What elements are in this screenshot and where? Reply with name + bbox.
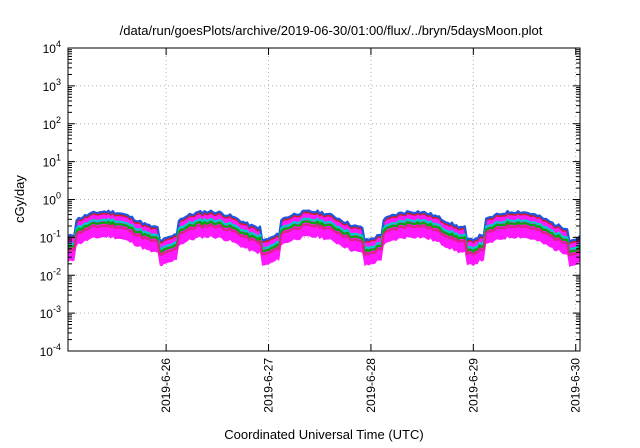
y-tick-label: 104 bbox=[43, 39, 61, 56]
series-line bbox=[67, 217, 581, 251]
x-tick-label: 2019-6-28 bbox=[364, 358, 378, 413]
y-tick-label: 103 bbox=[43, 77, 61, 94]
y-tick-label: 100 bbox=[43, 191, 61, 208]
y-tick-label: 10-3 bbox=[40, 304, 61, 321]
series-line bbox=[67, 209, 581, 243]
y-tick-label: 10-2 bbox=[40, 266, 61, 283]
y-tick-label: 102 bbox=[43, 115, 61, 132]
y-tick-label: 101 bbox=[43, 153, 61, 170]
x-tick-label: 2019-6-27 bbox=[262, 358, 276, 413]
x-axis-ticks: 2019-6-26 2019-6-27 2019-6-28 2019-6-29 2019… bbox=[159, 48, 583, 413]
chart-title: /data/run/goesPlots/archive/2019-06-30/0… bbox=[120, 23, 543, 38]
envelope-band bbox=[68, 211, 580, 268]
grid-lines bbox=[68, 48, 580, 351]
y-tick-label: 10-1 bbox=[40, 228, 61, 245]
y-axis-label: cGy/day bbox=[12, 175, 27, 223]
x-tick-label: 2019-6-29 bbox=[466, 358, 480, 413]
y-axis-ticks: 10-4 10-3 10-2 10-1 100 101 102 103 104 bbox=[40, 39, 580, 359]
x-tick-label: 2019-6-26 bbox=[159, 358, 173, 413]
x-axis-label: Coordinated Universal Time (UTC) bbox=[224, 427, 423, 442]
data-series bbox=[67, 209, 581, 257]
series-line bbox=[67, 220, 581, 254]
data-envelope bbox=[68, 211, 580, 268]
series-line bbox=[67, 223, 581, 257]
x-tick-label: 2019-6-30 bbox=[569, 358, 583, 413]
y-tick-label: 10-4 bbox=[40, 342, 61, 359]
